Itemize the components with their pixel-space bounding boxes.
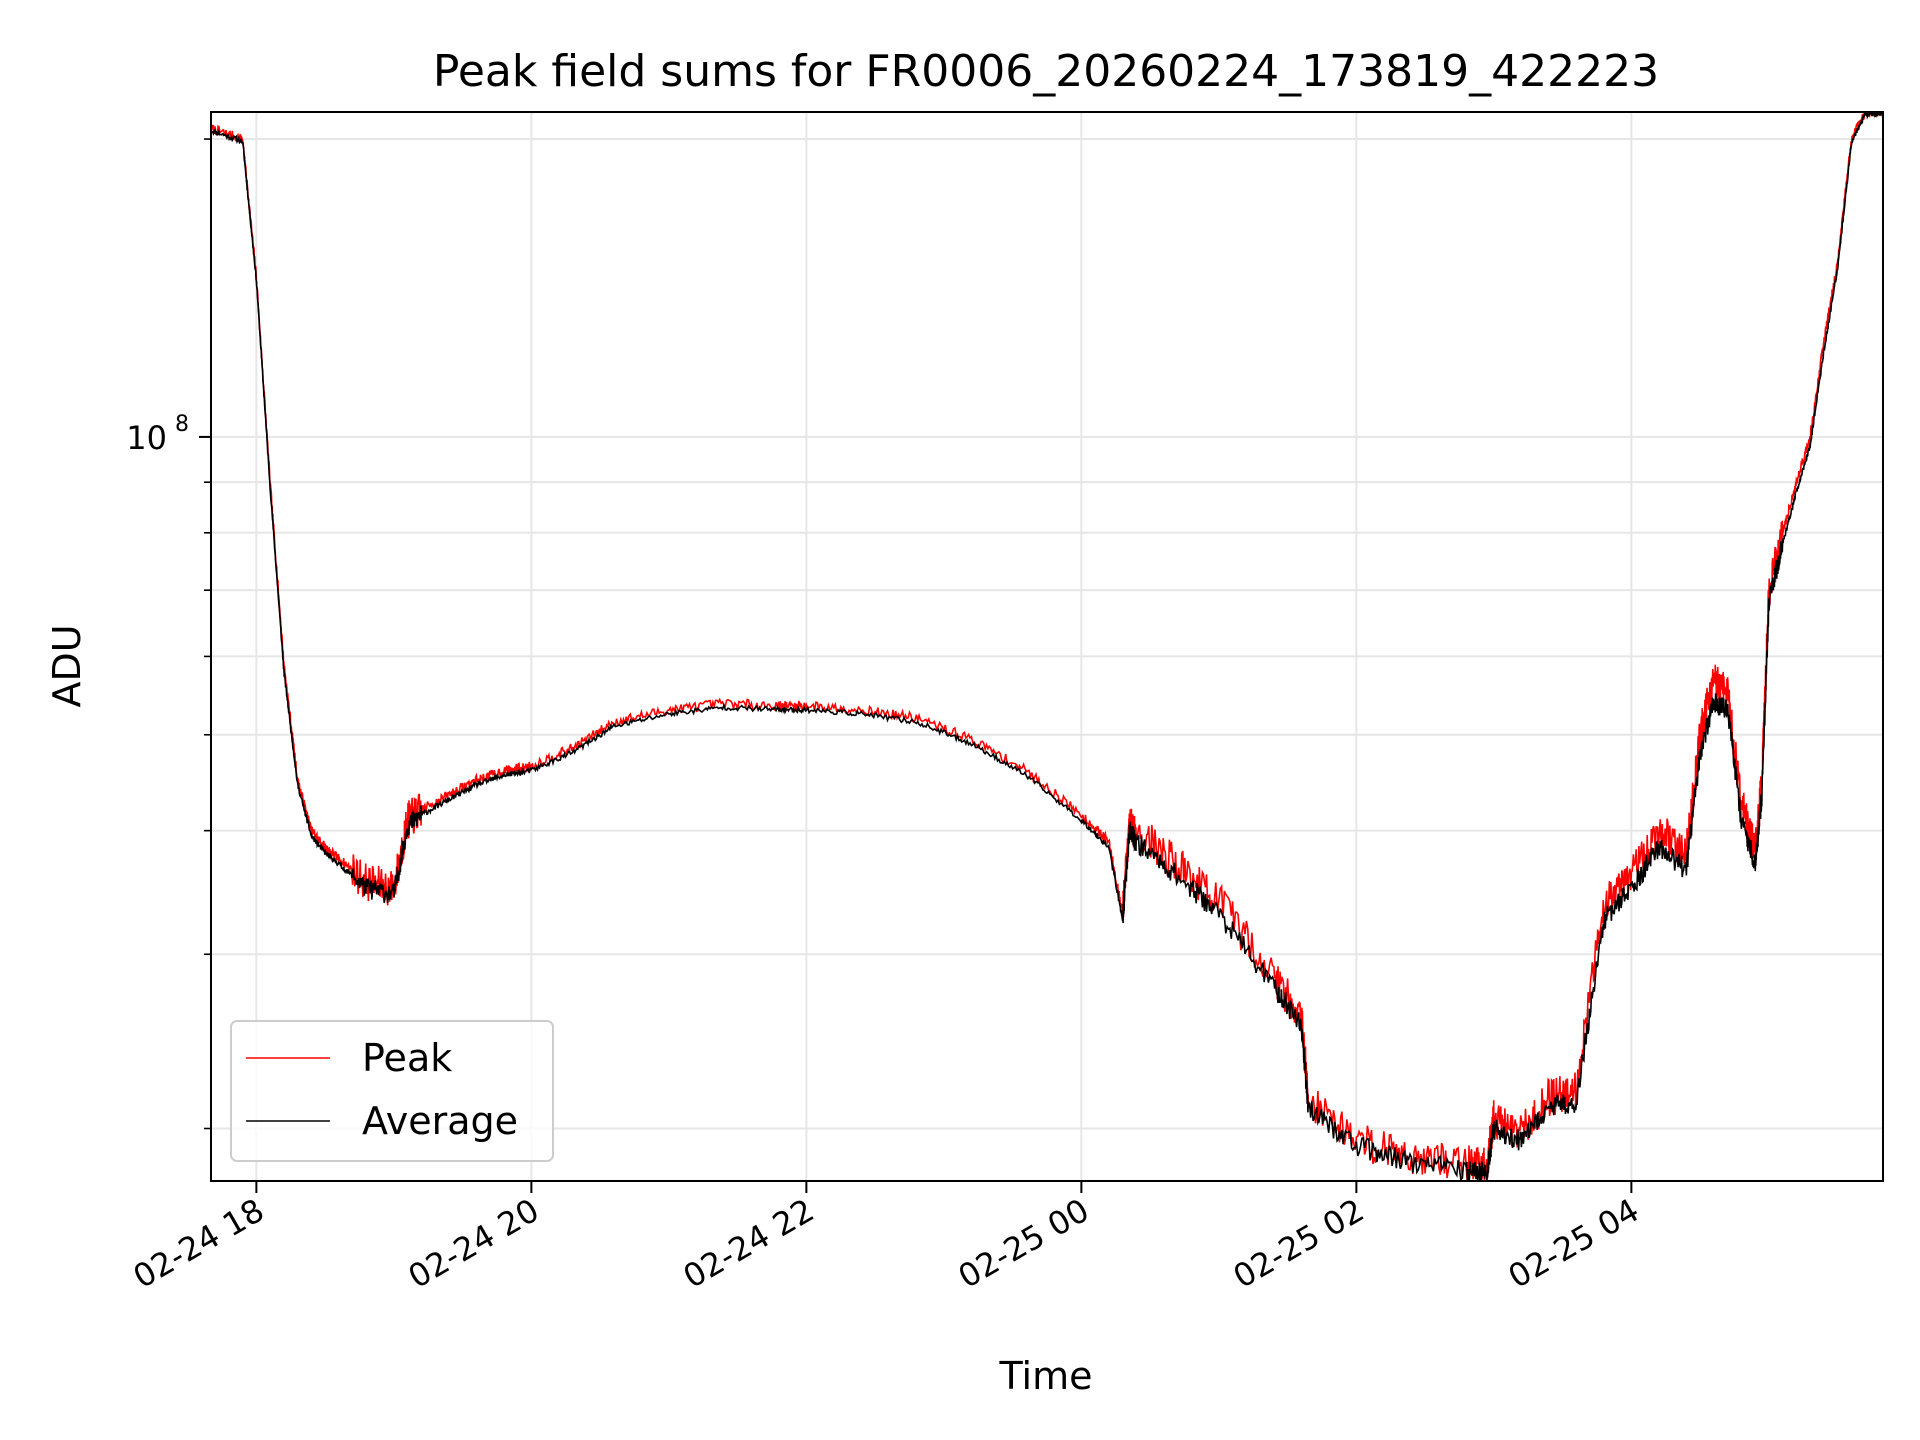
y-axis-ticks: 10 8	[126, 138, 211, 1130]
grid-lines	[211, 112, 1883, 1181]
legend-average-label: Average	[362, 1099, 518, 1143]
y-tick-label-exponent: 8	[175, 412, 189, 437]
chart-title: Peak field sums for FR0006_20260224_1738…	[433, 46, 1659, 97]
y-axis-label: ADU	[45, 624, 89, 707]
x-axis-label: Time	[999, 1354, 1093, 1398]
y-tick-label: 10	[126, 419, 167, 457]
average-series-line	[211, 112, 1883, 1181]
plot-frame	[210, 111, 1884, 1182]
legend-peak-label: Peak	[362, 1036, 452, 1080]
legend-box	[230, 1020, 554, 1162]
legend: Peak Average	[230, 1020, 554, 1162]
